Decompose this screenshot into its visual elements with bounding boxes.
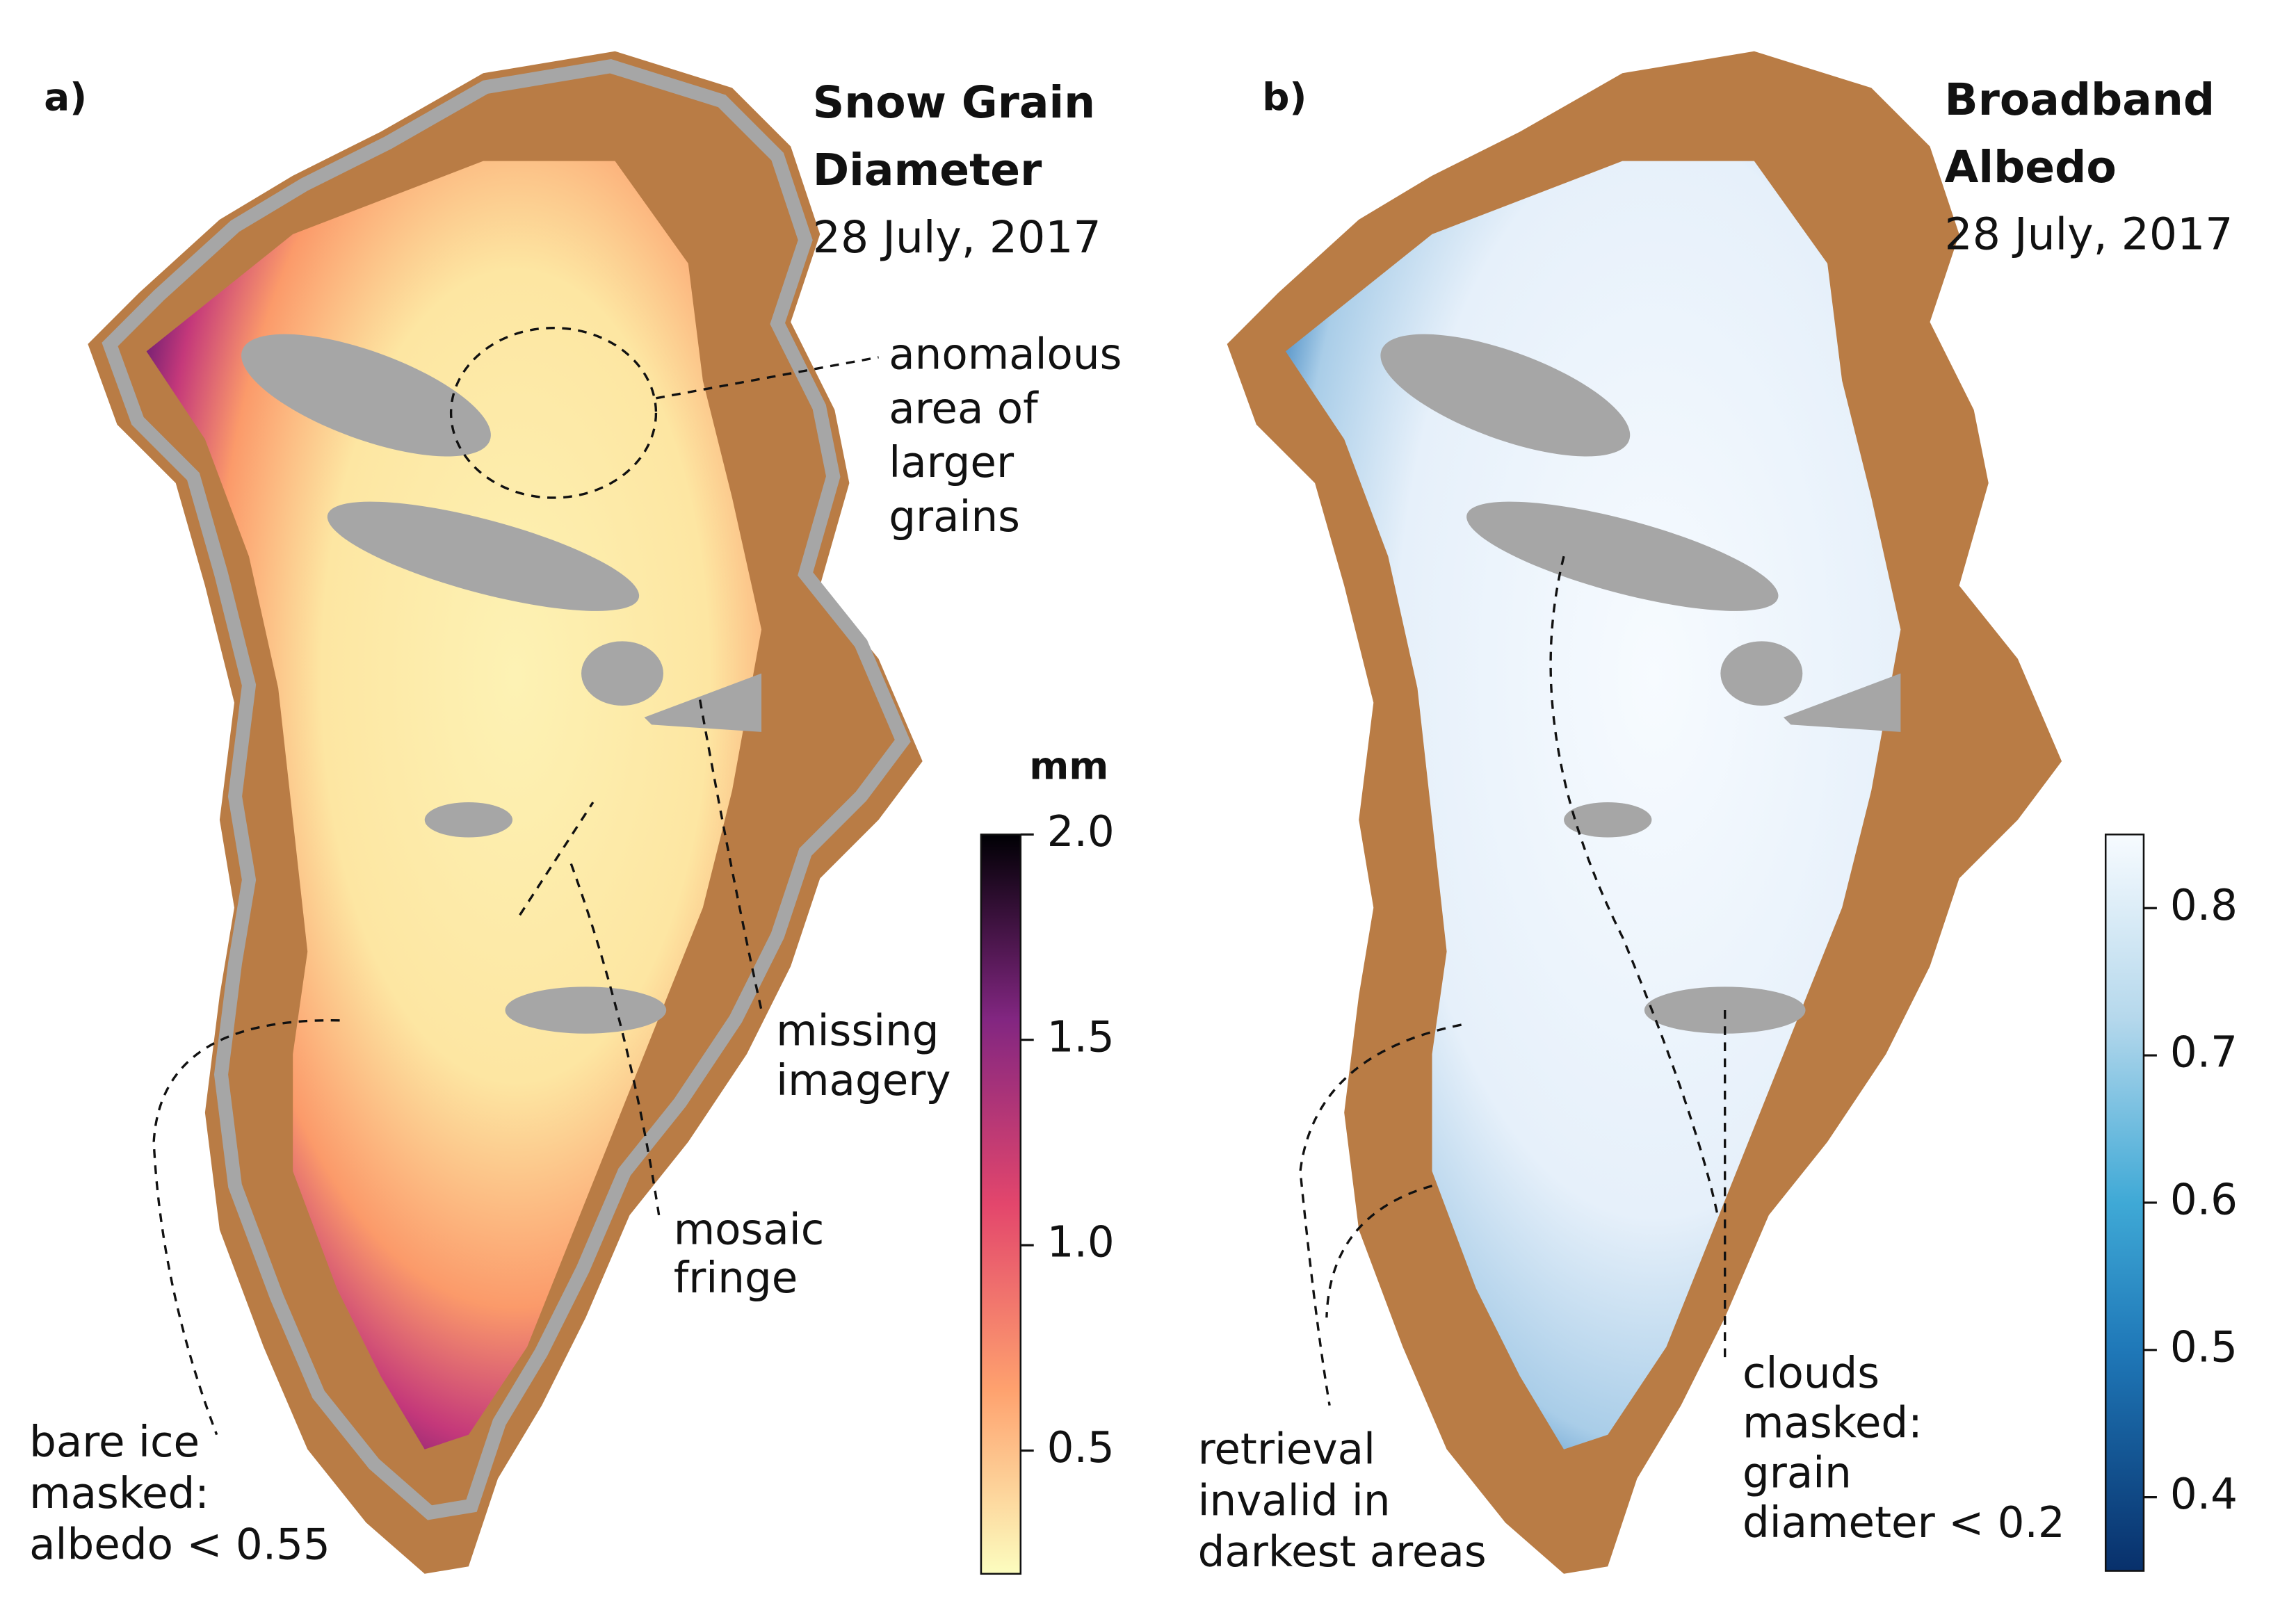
colorbar-tick-label: 0.7 [2170,1028,2238,1078]
annotation: mosaic [674,1205,825,1255]
annotation: darkest areas [1198,1527,1487,1577]
map-a [88,51,923,1574]
panel-date: 28 July, 2017 [1945,209,2233,260]
colorbar-tick-label: 0.5 [2170,1322,2238,1372]
panel-title: Diameter [813,144,1042,195]
annotation: diameter < 0.2 [1743,1498,2065,1548]
annotation: missing [776,1006,939,1055]
map-b [1227,51,2062,1574]
annotation: bare ice [29,1418,200,1467]
annotation: area of [889,384,1039,433]
colorbar-tick-label: 0.6 [2170,1176,2238,1225]
annotation: retrieval [1198,1425,1375,1475]
annotation: invalid in [1198,1476,1391,1525]
colorbar-tick-label: 0.4 [2170,1470,2238,1519]
panel-title: Albedo [1945,141,2117,193]
panel-title: Broadband [1945,74,2215,125]
colorbar-tick-label: 1.0 [1047,1218,1115,1267]
annotation: imagery [776,1056,951,1105]
panel-date: 28 July, 2017 [813,211,1101,263]
annotation: albedo < 0.55 [29,1520,330,1569]
colorbar-tick-label: 0.5 [1047,1423,1115,1472]
colorbar-tick-label: 0.8 [2170,881,2238,930]
colorbar-tick-label: 2.0 [1047,807,1115,856]
colorbar-a [980,834,1022,1575]
annotation: masked: [29,1469,209,1518]
annotation: grains [889,492,1020,542]
colorbar-tick-label: 1.5 [1047,1012,1115,1062]
panel-label: b) [1262,74,1307,119]
annotation: clouds [1743,1349,1879,1398]
panel-title: Snow Grain [813,76,1095,128]
panel-label: a) [44,74,87,119]
colorbar-unit: mm [1029,744,1108,788]
annotation: grain [1743,1448,1852,1497]
annotation: anomalous [889,330,1122,379]
annotation: larger [889,438,1014,487]
colorbar-b [2104,834,2145,1572]
annotation: fringe [674,1253,798,1303]
annotation: masked: [1743,1399,1923,1448]
